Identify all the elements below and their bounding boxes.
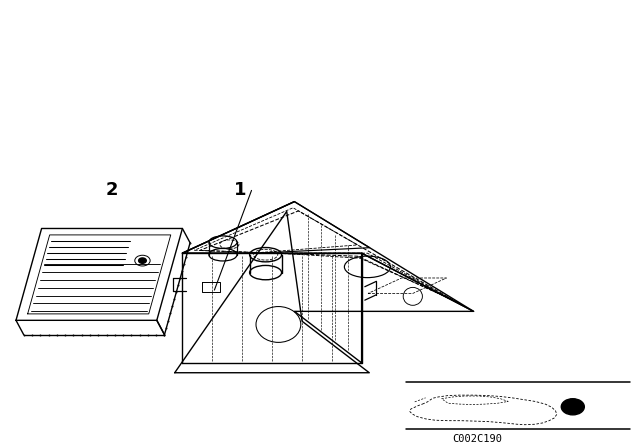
Circle shape xyxy=(139,258,147,263)
Text: 1: 1 xyxy=(234,181,246,199)
Circle shape xyxy=(561,399,584,415)
Text: C002C190: C002C190 xyxy=(452,434,502,444)
Text: 2: 2 xyxy=(106,181,118,199)
